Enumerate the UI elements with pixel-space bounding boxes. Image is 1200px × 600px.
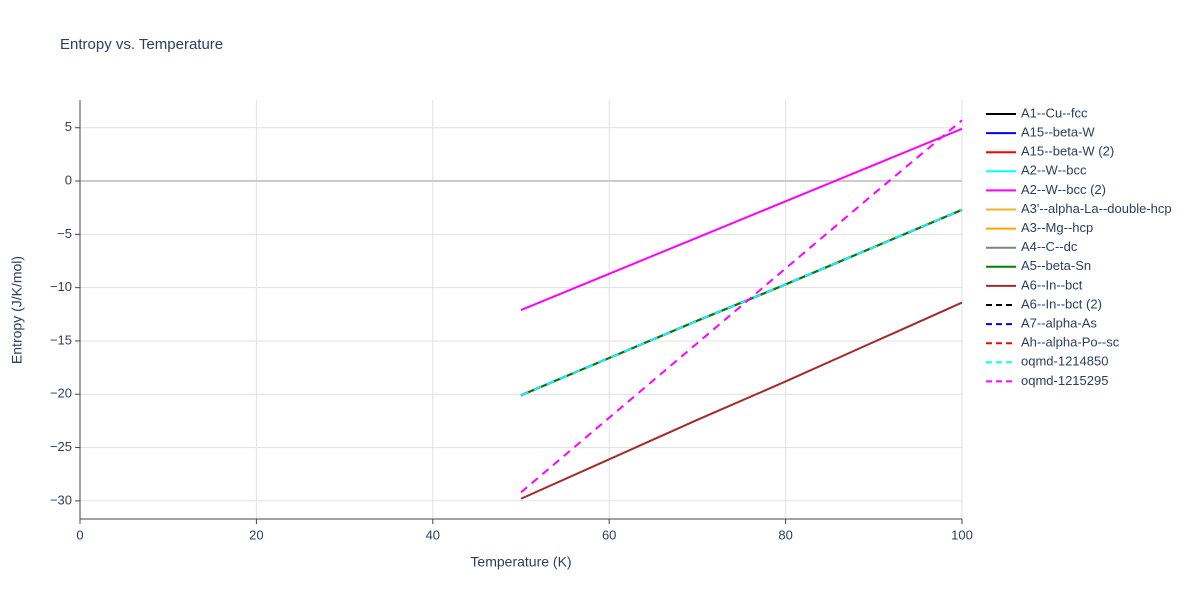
legend-label: oqmd-1215295: [1021, 373, 1108, 388]
y-axis-label: Entropy (J/K/mol): [9, 256, 25, 364]
y-tick-label: 0: [65, 172, 72, 187]
legend-label: A4--C--dc: [1021, 239, 1078, 254]
x-tick-label: 80: [778, 527, 792, 542]
y-tick-label: −20: [50, 386, 72, 401]
legend-label: A15--beta-W: [1021, 125, 1095, 140]
y-tick-label: −10: [50, 279, 72, 294]
legend-label: A2--W--bcc (2): [1021, 182, 1106, 197]
y-tick-label: −5: [57, 226, 72, 241]
legend-label: A2--W--bcc: [1021, 163, 1087, 178]
legend-label: A15--beta-W (2): [1021, 144, 1114, 159]
x-tick-label: 20: [249, 527, 263, 542]
y-tick-label: 5: [65, 119, 72, 134]
legend-label: A7--alpha-As: [1021, 316, 1097, 331]
legend-label: Ah--alpha-Po--sc: [1021, 335, 1120, 350]
legend-label: A5--beta-Sn: [1021, 258, 1091, 273]
legend-label: A6--In--bct: [1021, 277, 1083, 292]
x-axis-label: Temperature (K): [470, 554, 571, 570]
legend-label: A1--Cu--fcc: [1021, 105, 1088, 120]
y-tick-label: −15: [50, 332, 72, 347]
y-tick-label: −25: [50, 439, 72, 454]
y-tick-label: −30: [50, 492, 72, 507]
series-line: [520, 127, 963, 311]
x-tick-label: 0: [76, 527, 83, 542]
legend-label: A6--In--bct (2): [1021, 296, 1102, 311]
legend-label: oqmd-1214850: [1021, 354, 1108, 369]
legend-label: A3--Mg--hcp: [1021, 220, 1093, 235]
series-line: [520, 301, 963, 500]
series-line: [520, 119, 963, 494]
x-tick-label: 100: [951, 527, 973, 542]
x-tick-label: 40: [426, 527, 440, 542]
series-line: [520, 208, 963, 397]
x-tick-label: 60: [602, 527, 616, 542]
legend-label: A3'--alpha-La--double-hcp: [1021, 201, 1172, 216]
chart-title: Entropy vs. Temperature: [60, 36, 223, 53]
